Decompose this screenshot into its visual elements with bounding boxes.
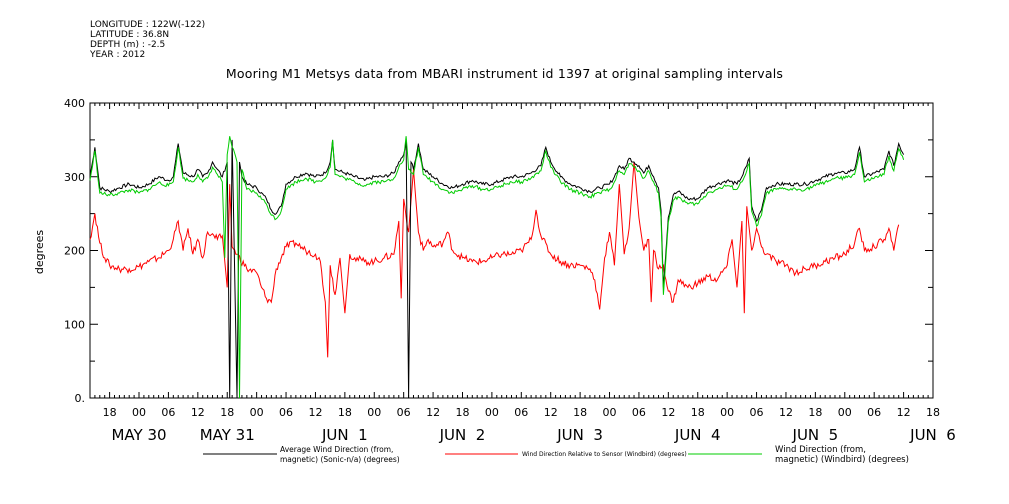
- latitude-text: LATITUDE : 36.8N: [90, 30, 170, 40]
- x-tick-label: 06: [279, 406, 293, 419]
- x-tick-label: 18: [220, 406, 234, 419]
- x-day-label: MAY 31: [200, 426, 255, 444]
- x-tick-label: 12: [308, 406, 322, 419]
- series-line-1: [89, 161, 900, 358]
- x-day-label: MAY 30: [111, 426, 166, 444]
- x-tick-label: 12: [779, 406, 793, 419]
- legend-entry: Wind Direction Relative to Sensor (Windb…: [522, 451, 687, 458]
- depth-text: DEPTH (m) : -2.5: [90, 40, 166, 50]
- x-tick-label: 12: [544, 406, 558, 419]
- x-tick-label: 00: [367, 406, 381, 419]
- legend-entry: Average Wind Direction (from, magnetic) (…: [280, 445, 400, 464]
- x-tick-label: 18: [338, 406, 352, 419]
- x-tick-label: 00: [485, 406, 499, 419]
- series-line-0: [89, 139, 905, 399]
- x-tick-label: 06: [397, 406, 411, 419]
- y-tick-label: 200: [64, 245, 85, 258]
- x-day-label: JUN 3: [556, 426, 603, 444]
- year-text: YEAR : 2012: [90, 50, 146, 60]
- x-tick-label: 12: [426, 406, 440, 419]
- metadata-block: LONGITUDE : 122W(-122) LATITUDE : 36.8N …: [90, 20, 205, 60]
- y-tick-label: 400: [64, 97, 85, 110]
- x-tick-label: 18: [926, 406, 940, 419]
- longitude-text: LONGITUDE : 122W(-122): [90, 20, 206, 30]
- x-tick-label: 12: [661, 406, 675, 419]
- x-tick-label: 06: [750, 406, 764, 419]
- y-tick-label: 300: [64, 171, 85, 184]
- x-tick-label: 00: [603, 406, 617, 419]
- plot-frame: [89, 102, 934, 399]
- y-tick-label: 0.: [75, 392, 86, 405]
- x-tick-label: 00: [720, 406, 734, 419]
- x-tick-label: 18: [573, 406, 587, 419]
- x-tick-label: 18: [808, 406, 822, 419]
- series-line-2: [89, 136, 905, 399]
- x-tick-label: 00: [838, 406, 852, 419]
- x-tick-label: 18: [691, 406, 705, 419]
- legend-entry: Wind Direction (from, magnetic) (Windbird…: [775, 445, 909, 465]
- x-day-label: JUN 2: [439, 426, 486, 444]
- x-day-label: JUN 5: [792, 426, 839, 444]
- x-tick-label: 00: [132, 406, 146, 419]
- x-tick-label: 00: [250, 406, 264, 419]
- x-tick-label: 06: [514, 406, 528, 419]
- x-tick-label: 18: [103, 406, 117, 419]
- x-tick-label: 06: [161, 406, 175, 419]
- x-tick-label: 06: [632, 406, 646, 419]
- y-axis-label: degrees: [33, 230, 46, 275]
- x-tick-label: 06: [867, 406, 881, 419]
- x-tick-label: 12: [191, 406, 205, 419]
- x-day-label: JUN 6: [909, 426, 956, 444]
- x-tick-label: 12: [897, 406, 911, 419]
- y-tick-label: 100: [64, 318, 85, 331]
- x-day-label: JUN 4: [674, 426, 721, 444]
- x-tick-label: 18: [455, 406, 469, 419]
- x-day-label: JUN 1: [321, 426, 368, 444]
- chart-title: Mooring M1 Metsys data from MBARI instru…: [225, 66, 784, 81]
